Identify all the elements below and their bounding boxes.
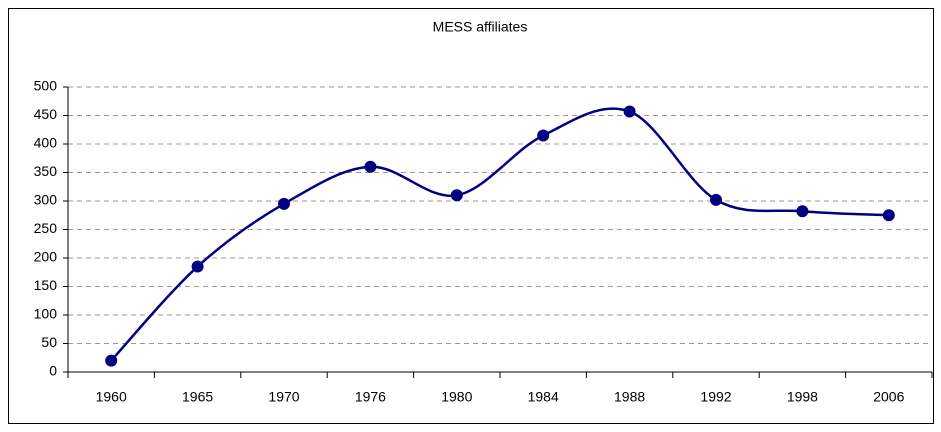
chart-title: MESS affiliates [433,19,528,35]
x-tick-label: 1976 [355,389,386,405]
x-tick-label: 1960 [96,389,127,405]
x-tick-label: 1992 [700,389,731,405]
x-tick-label: 1965 [182,389,213,405]
y-tick-label: 300 [34,192,58,208]
data-point [537,129,550,142]
data-point [796,205,809,218]
data-point [364,160,377,173]
data-point [623,105,636,118]
data-point [278,197,290,210]
series-line [110,107,889,362]
y-tick-label: 500 [34,78,58,94]
x-tick-label: 1998 [787,389,818,405]
x-tick-label: 1970 [268,389,299,405]
y-tick-label: 350 [34,163,58,179]
x-tick-label: 1980 [441,389,472,405]
y-tick-label: 100 [34,306,58,322]
x-tick-label: 1988 [614,389,645,405]
x-tick-label: 2006 [873,389,904,405]
chart-border [8,8,934,424]
y-tick-label: 400 [34,135,58,151]
y-tick-label: 200 [34,249,58,265]
x-tick-label: 1984 [528,389,559,405]
data-point [710,193,722,206]
y-tick-label: 450 [34,106,58,122]
data-point [105,354,118,367]
data-point [882,209,895,222]
y-tick-label: 0 [49,363,57,379]
y-tick-label: 150 [34,277,58,293]
data-point [450,189,463,202]
y-tick-label: 50 [41,334,57,350]
data-point [191,260,204,273]
y-tick-label: 250 [34,220,58,236]
